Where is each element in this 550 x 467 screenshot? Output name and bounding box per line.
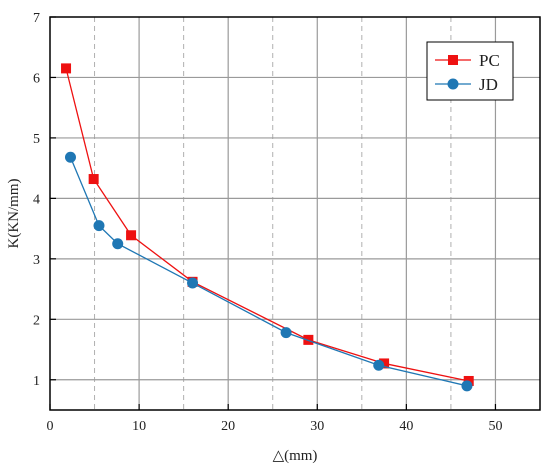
series-line-jd — [69, 157, 468, 387]
grid-lines — [50, 17, 541, 410]
x-tick-label: 40 — [399, 419, 413, 434]
y-tick-label: 3 — [33, 253, 40, 268]
legend-label-pc: PC — [479, 51, 500, 70]
legend-label-jd: JD — [479, 75, 498, 94]
axis-ticks: 0 10 20 30 40 50 1 2 3 4 5 6 7 — [33, 11, 502, 434]
plot-frame — [49, 16, 541, 411]
y-tick-label: 4 — [33, 192, 40, 207]
y-tick-label: 7 — [33, 11, 40, 26]
y-axis-title: K(KN/mm) — [6, 179, 22, 249]
legend: PC JD — [426, 41, 514, 101]
data-point-jd — [187, 277, 199, 289]
data-point-pc — [379, 358, 390, 369]
data-point-jd — [280, 327, 292, 339]
x-tick-label: 0 — [47, 419, 54, 434]
y-tick-label: 1 — [33, 374, 40, 389]
legend-marker-jd — [447, 78, 459, 90]
x-tick-label: 30 — [310, 419, 324, 434]
data-point-jd — [93, 220, 105, 232]
y-tick-label: 5 — [33, 132, 40, 147]
x-tick-label: 50 — [488, 419, 502, 434]
y-tick-label: 6 — [33, 71, 40, 86]
data-point-jd — [373, 359, 385, 371]
data-point-pc — [126, 230, 137, 241]
data-point-jd — [461, 380, 473, 392]
legend-marker-pc — [448, 55, 458, 65]
x-tick-label: 10 — [132, 419, 146, 434]
data-point-pc — [61, 63, 72, 74]
data-point-jd — [64, 151, 76, 163]
legend-box — [426, 41, 514, 101]
data-point-pc — [88, 174, 99, 185]
y-tick-label: 2 — [33, 313, 40, 328]
data-point-jd — [112, 238, 124, 250]
x-tick-label: 20 — [221, 419, 235, 434]
x-axis-title: △(mm) — [273, 448, 318, 464]
series-layer — [61, 63, 474, 392]
series-line-pc — [65, 68, 469, 382]
